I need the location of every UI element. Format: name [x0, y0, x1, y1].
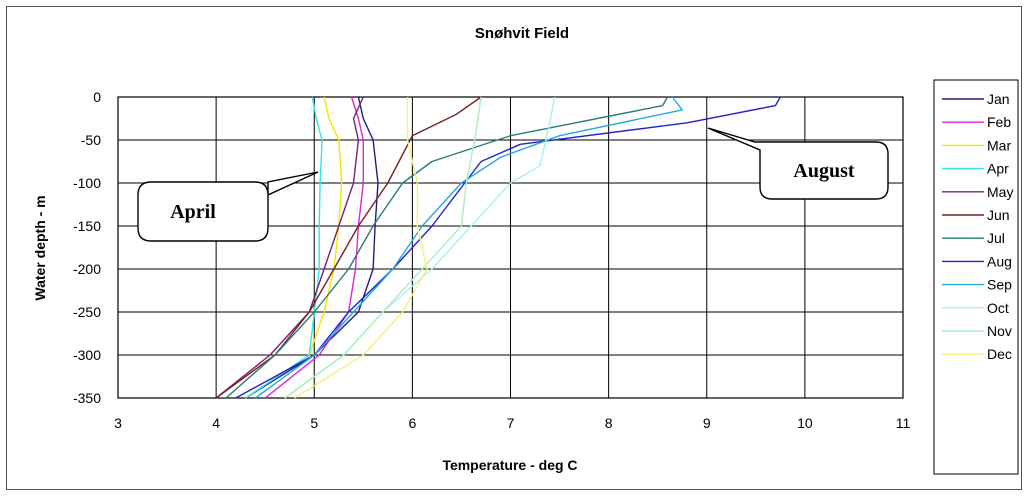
series-lines	[215, 96, 781, 399]
y-tick-label-4: -200	[73, 261, 101, 277]
legend: Jan Feb Mar Apr May Jun Jul Aug Sep Oct Nov Dec	[933, 79, 1019, 475]
legend-label-nov: Nov	[987, 323, 1012, 339]
series-line-nov	[284, 96, 482, 399]
x-tick-label-2: 5	[310, 415, 318, 431]
legend-label-jul: Jul	[987, 230, 1005, 246]
legend-label-sep: Sep	[987, 277, 1012, 293]
x-tick-label-1: 4	[212, 415, 220, 431]
x-tick-label-5: 8	[605, 415, 613, 431]
y-tick-label-5: -250	[73, 304, 101, 320]
x-tick-label-4: 7	[507, 415, 515, 431]
x-tick-label-8: 11	[896, 415, 911, 431]
series-line-may	[215, 96, 364, 399]
x-tick-label-6: 9	[703, 415, 711, 431]
x-tick-label-7: 10	[797, 415, 813, 431]
x-tick-label-0: 3	[114, 415, 122, 431]
chart-frame	[6, 6, 1022, 490]
series-line-sep	[254, 96, 683, 399]
legend-label-may: May	[987, 184, 1013, 200]
x-axis-title: Temperature - deg C	[442, 457, 577, 473]
series-line-apr	[245, 96, 323, 399]
y-tick-labels: 0 -50 -100 -150 -200 -250 -300 -350	[73, 89, 101, 406]
callout-april-text: April	[170, 201, 216, 223]
chart-title: Snøhvit Field	[475, 25, 569, 42]
series-line-mar	[245, 96, 343, 399]
legend-label-apr: Apr	[987, 161, 1009, 177]
legend-label-mar: Mar	[987, 137, 1011, 153]
y-tick-label-0: 0	[93, 89, 101, 105]
callout-august-text: August	[793, 160, 854, 182]
legend-label-jun: Jun	[987, 207, 1010, 223]
y-tick-label-2: -100	[73, 175, 101, 191]
legend-label-dec: Dec	[987, 346, 1012, 362]
callout-april-bubble	[137, 171, 319, 242]
series-line-aug	[235, 96, 781, 399]
plot-area-border	[117, 96, 904, 399]
series-line-oct	[284, 96, 556, 399]
x-tick-labels: 3 4 5 6 7 8 9 10 11	[114, 415, 910, 431]
legend-label-aug: Aug	[987, 253, 1012, 269]
y-tick-label-6: -300	[73, 347, 101, 363]
callout-august-bubble	[707, 127, 889, 200]
series-line-dec	[294, 97, 428, 399]
legend-label-jan: Jan	[987, 91, 1010, 107]
plot-border	[117, 96, 904, 399]
callouts: April August	[137, 127, 889, 242]
legend-label-feb: Feb	[987, 114, 1011, 130]
series-line-jun	[215, 96, 482, 399]
series-line-jul	[225, 96, 669, 399]
y-tick-label-1: -50	[81, 132, 101, 148]
y-axis-title: Water depth - m	[32, 195, 48, 300]
y-tick-label-3: -150	[73, 218, 101, 234]
x-tick-label-3: 6	[408, 415, 416, 431]
legend-label-oct: Oct	[987, 300, 1009, 316]
y-tick-label-7: -350	[73, 390, 101, 406]
